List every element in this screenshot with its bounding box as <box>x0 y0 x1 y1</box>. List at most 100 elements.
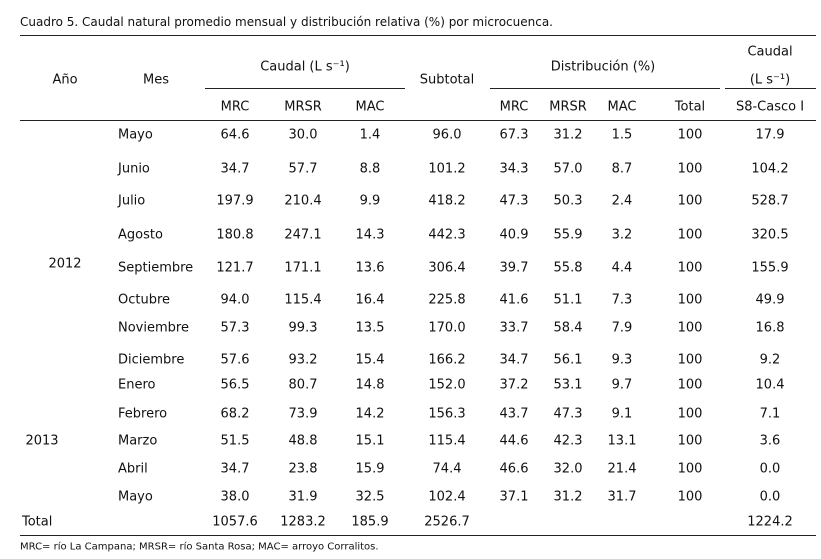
cell: 247.1 <box>284 227 322 243</box>
total-cell: 185.9 <box>351 514 389 530</box>
cell: 0.0 <box>759 461 781 477</box>
cell: 99.3 <box>288 320 318 336</box>
cell: 4.4 <box>611 260 633 276</box>
cell: 53.1 <box>553 377 583 393</box>
header: (L s⁻¹) <box>749 72 791 88</box>
cell: 1.4 <box>359 127 381 143</box>
column-header: MAC <box>607 99 637 115</box>
total-cell: 1224.2 <box>747 514 793 530</box>
header: Caudal <box>747 44 793 60</box>
cell: 93.2 <box>288 352 318 368</box>
cell: 171.1 <box>284 260 322 276</box>
cell: 34.7 <box>220 161 250 177</box>
month: Diciembre <box>118 352 185 368</box>
cell: 7.1 <box>759 406 781 422</box>
cell: 100 <box>677 292 703 308</box>
cell: 14.8 <box>355 377 385 393</box>
cell: 21.4 <box>607 461 637 477</box>
cell: 528.7 <box>751 193 789 209</box>
cell: 13.6 <box>355 260 385 276</box>
cell: 155.9 <box>751 260 789 276</box>
month: Agosto <box>118 227 163 243</box>
cell: 115.4 <box>428 433 466 449</box>
cell: 44.6 <box>499 433 529 449</box>
rule <box>490 88 720 89</box>
cell: 7.9 <box>611 320 633 336</box>
column-header: S8-Casco I <box>735 99 805 115</box>
month: Junio <box>118 161 150 177</box>
cell: 30.0 <box>288 127 318 143</box>
cell: 100 <box>677 489 703 505</box>
cell: 50.3 <box>553 193 583 209</box>
cell: 57.3 <box>220 320 250 336</box>
month: Abril <box>118 461 148 477</box>
cell: 210.4 <box>284 193 322 209</box>
cell: 47.3 <box>553 406 583 422</box>
cell: 96.0 <box>432 127 462 143</box>
cell: 100 <box>677 461 703 477</box>
cell: 9.7 <box>611 377 633 393</box>
column-header: MRSR <box>549 99 587 115</box>
cell: 15.9 <box>355 461 385 477</box>
cell: 100 <box>677 406 703 422</box>
cell: 166.2 <box>428 352 466 368</box>
caption: Cuadro 5. Caudal natural promedio mensua… <box>20 15 553 29</box>
column-header: Total <box>674 99 706 115</box>
total-cell: 1057.6 <box>212 514 258 530</box>
cell: 225.8 <box>428 292 466 308</box>
cell: 34.3 <box>499 161 529 177</box>
header: Mes <box>143 72 169 88</box>
cell: 442.3 <box>428 227 466 243</box>
rule <box>725 88 816 89</box>
cell: 100 <box>677 377 703 393</box>
month: Enero <box>118 377 156 393</box>
column-header: MRC <box>499 99 529 115</box>
month: Septiembre <box>118 260 194 276</box>
cell: 42.3 <box>553 433 583 449</box>
cell: 68.2 <box>220 406 250 422</box>
total-cell: 2526.7 <box>424 514 470 530</box>
cell: 9.1 <box>611 406 633 422</box>
year: 2013 <box>25 433 59 449</box>
cell: 14.3 <box>355 227 385 243</box>
cell: 2.4 <box>611 193 633 209</box>
cell: 58.4 <box>553 320 583 336</box>
cell: 37.2 <box>499 377 529 393</box>
cell: 102.4 <box>428 489 466 505</box>
cell: 10.4 <box>755 377 785 393</box>
cell: 47.3 <box>499 193 529 209</box>
cell: 100 <box>677 193 703 209</box>
cell: 33.7 <box>499 320 529 336</box>
cell: 101.2 <box>428 161 466 177</box>
cell: 17.9 <box>755 127 785 143</box>
cell: 15.4 <box>355 352 385 368</box>
column-header: MAC <box>355 99 385 115</box>
cell: 100 <box>677 433 703 449</box>
header: Subtotal <box>419 72 475 88</box>
cell: 13.5 <box>355 320 385 336</box>
cell: 37.1 <box>499 489 529 505</box>
month: Mayo <box>118 127 153 143</box>
cell: 1.5 <box>611 127 633 143</box>
cell: 51.5 <box>220 433 250 449</box>
cell: 13.1 <box>607 433 637 449</box>
total-cell: 1283.2 <box>280 514 326 530</box>
cell: 39.7 <box>499 260 529 276</box>
cell: 57.6 <box>220 352 250 368</box>
cell: 43.7 <box>499 406 529 422</box>
year: 2012 <box>48 256 82 271</box>
cell: 115.4 <box>284 292 322 308</box>
cell: 34.7 <box>220 461 250 477</box>
cell: 320.5 <box>751 227 789 243</box>
cell: 8.8 <box>359 161 381 177</box>
cell: 56.5 <box>220 377 250 393</box>
month: Octubre <box>118 292 171 308</box>
month: Noviembre <box>118 320 189 336</box>
cell: 152.0 <box>428 377 466 393</box>
cell: 34.7 <box>499 352 529 368</box>
cell: 31.2 <box>553 489 583 505</box>
cell: 57.0 <box>553 161 583 177</box>
cell: 100 <box>677 320 703 336</box>
cell: 46.6 <box>499 461 529 477</box>
